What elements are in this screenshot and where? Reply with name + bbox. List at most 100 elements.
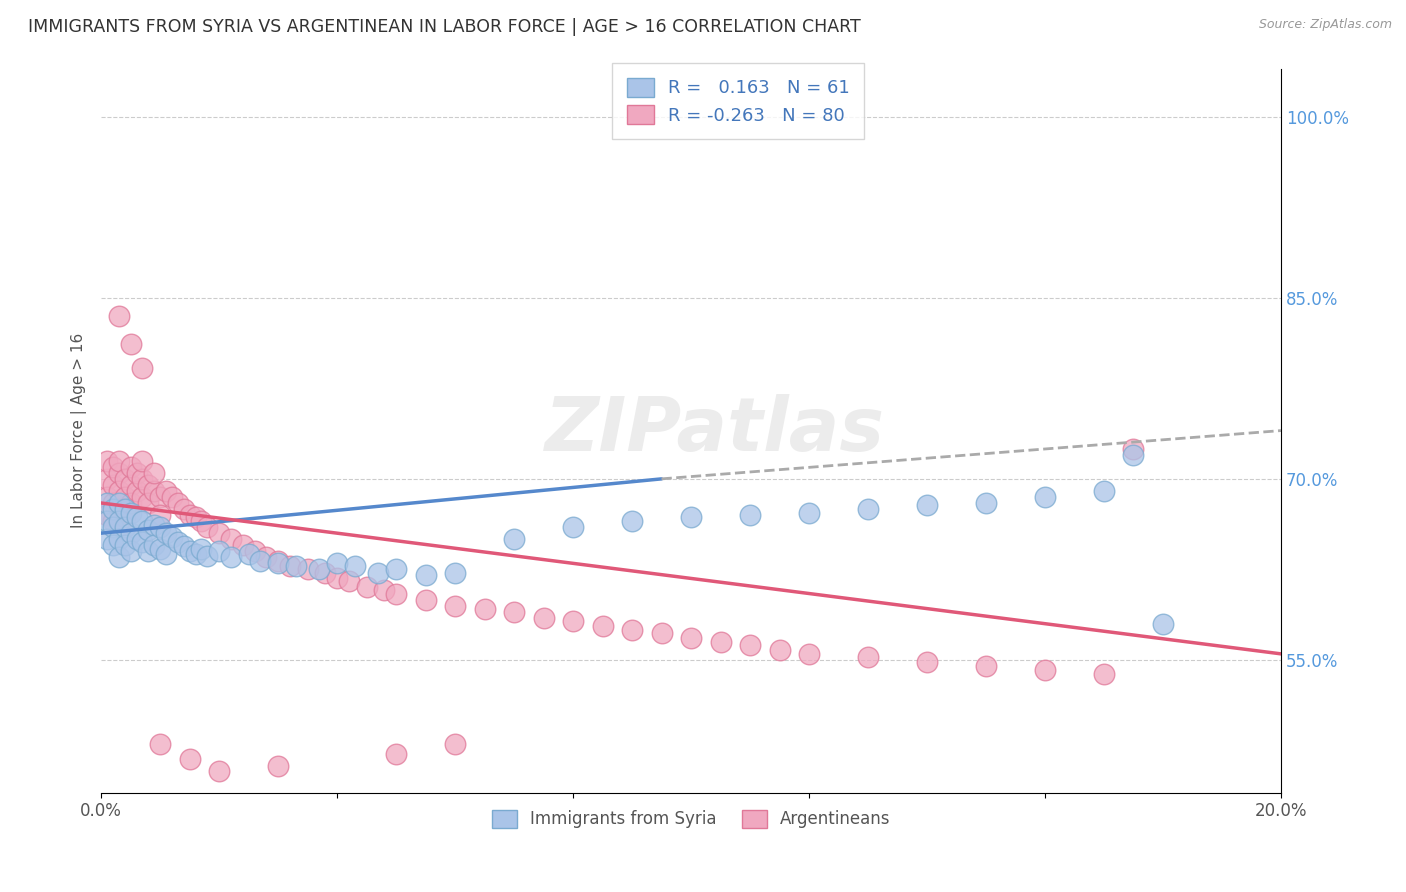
Point: [125, 510, 148, 524]
Point: [120, 506, 142, 520]
Point: [114, 520, 136, 534]
Point: [108, 532, 131, 546]
Point: [149, 541, 172, 556]
Point: [143, 538, 166, 552]
Point: [166, 496, 188, 510]
Point: [444, 566, 467, 580]
Point: [651, 626, 673, 640]
Point: [709, 634, 731, 648]
Point: [131, 514, 153, 528]
Point: [195, 520, 218, 534]
Point: [974, 496, 997, 510]
Point: [131, 472, 153, 486]
Point: [184, 510, 207, 524]
Point: [1122, 442, 1144, 456]
Point: [238, 547, 260, 561]
Point: [108, 514, 131, 528]
Point: [120, 544, 142, 558]
Point: [326, 557, 349, 571]
Point: [208, 526, 231, 541]
Point: [1152, 616, 1174, 631]
Text: Source: ZipAtlas.com: Source: ZipAtlas.com: [1258, 18, 1392, 31]
Point: [149, 490, 172, 504]
Point: [190, 514, 212, 528]
Point: [533, 610, 555, 624]
Point: [856, 650, 879, 665]
Point: [136, 478, 159, 492]
Point: [125, 483, 148, 498]
Point: [679, 631, 702, 645]
Point: [101, 514, 124, 528]
Point: [208, 544, 231, 558]
Point: [108, 466, 131, 480]
Point: [337, 574, 360, 589]
Point: [1033, 490, 1056, 504]
Point: [367, 566, 389, 580]
Point: [96, 454, 118, 468]
Point: [155, 526, 177, 541]
Point: [208, 764, 231, 778]
Point: [297, 562, 319, 576]
Point: [1033, 663, 1056, 677]
Point: [385, 586, 408, 600]
Point: [114, 538, 136, 552]
Point: [96, 496, 118, 510]
Point: [120, 526, 142, 541]
Point: [155, 483, 177, 498]
Point: [314, 566, 336, 580]
Point: [149, 508, 172, 522]
Point: [1092, 483, 1115, 498]
Point: [108, 502, 131, 516]
Text: ZIPatlas: ZIPatlas: [544, 394, 884, 467]
Point: [915, 656, 938, 670]
Point: [179, 508, 201, 522]
Point: [768, 643, 790, 657]
Point: [125, 532, 148, 546]
Point: [96, 472, 118, 486]
Point: [621, 514, 644, 528]
Point: [131, 490, 153, 504]
Point: [184, 547, 207, 561]
Point: [143, 466, 166, 480]
Point: [797, 647, 820, 661]
Point: [856, 502, 879, 516]
Point: [108, 550, 131, 565]
Point: [444, 599, 467, 613]
Point: [108, 309, 131, 323]
Point: [120, 459, 142, 474]
Point: [125, 466, 148, 480]
Point: [267, 554, 290, 568]
Point: [249, 554, 271, 568]
Point: [343, 558, 366, 573]
Point: [173, 502, 195, 516]
Point: [738, 639, 761, 653]
Point: [797, 506, 820, 520]
Point: [120, 496, 142, 510]
Point: [219, 550, 242, 565]
Point: [149, 738, 172, 752]
Point: [503, 532, 526, 546]
Point: [179, 544, 201, 558]
Point: [195, 549, 218, 563]
Point: [679, 510, 702, 524]
Point: [254, 550, 277, 565]
Point: [96, 508, 118, 522]
Point: [101, 520, 124, 534]
Point: [120, 478, 142, 492]
Y-axis label: In Labor Force | Age > 16: In Labor Force | Age > 16: [72, 333, 87, 528]
Point: [1122, 448, 1144, 462]
Point: [621, 623, 644, 637]
Point: [267, 557, 290, 571]
Legend: Immigrants from Syria, Argentineans: Immigrants from Syria, Argentineans: [485, 803, 897, 835]
Point: [101, 478, 124, 492]
Point: [114, 490, 136, 504]
Point: [415, 592, 437, 607]
Point: [143, 517, 166, 532]
Point: [474, 602, 496, 616]
Point: [101, 496, 124, 510]
Point: [592, 619, 614, 633]
Point: [101, 538, 124, 552]
Point: [284, 558, 307, 573]
Point: [373, 582, 395, 597]
Point: [1092, 667, 1115, 681]
